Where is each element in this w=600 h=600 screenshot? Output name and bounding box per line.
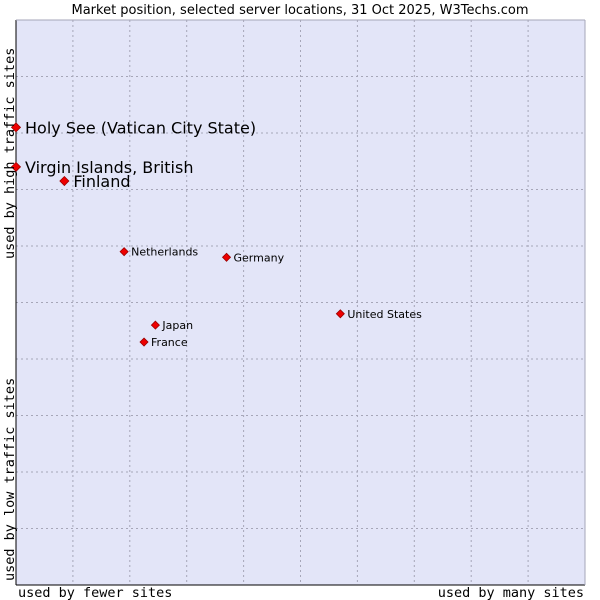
point-label: Finland bbox=[73, 172, 130, 191]
chart-title: Market position, selected server locatio… bbox=[71, 3, 528, 18]
point-label: Virgin Islands, British bbox=[25, 158, 193, 177]
point-netherlands: Netherlands bbox=[119, 246, 198, 259]
point-virgin-islands-british: Virgin Islands, British bbox=[10, 158, 193, 177]
point-holy-see-vatican-city-state: Holy See (Vatican City State) bbox=[10, 118, 256, 137]
point-marker bbox=[10, 161, 22, 172]
point-label: France bbox=[151, 336, 188, 349]
grid-lines bbox=[16, 20, 585, 585]
point-label: Japan bbox=[161, 319, 193, 332]
point-label: United States bbox=[347, 308, 422, 321]
point-japan: Japan bbox=[150, 319, 193, 332]
y-axis-label-top: used by high traffic sites bbox=[2, 48, 18, 259]
y-axis-label-bottom: used by low traffic sites bbox=[2, 378, 18, 581]
point-label: Netherlands bbox=[131, 246, 198, 259]
point-germany: Germany bbox=[221, 251, 285, 264]
point-marker bbox=[139, 337, 149, 347]
point-label: Germany bbox=[234, 251, 285, 264]
points-layer: Holy See (Vatican City State) Virgin Isla… bbox=[10, 118, 422, 349]
x-axis-label-right: used by many sites bbox=[438, 585, 584, 600]
x-axis-label-left: used by fewer sites bbox=[18, 585, 172, 600]
point-marker bbox=[221, 252, 232, 262]
point-marker bbox=[335, 309, 345, 319]
point-marker bbox=[10, 122, 22, 133]
point-united-states: United States bbox=[335, 308, 422, 321]
point-label: Holy See (Vatican City State) bbox=[25, 118, 256, 137]
point-marker bbox=[119, 247, 129, 257]
point-marker bbox=[59, 175, 70, 187]
axes bbox=[15, 19, 586, 586]
point-finland: Finland bbox=[59, 172, 131, 191]
point-marker bbox=[150, 320, 160, 330]
point-france: France bbox=[139, 336, 188, 349]
